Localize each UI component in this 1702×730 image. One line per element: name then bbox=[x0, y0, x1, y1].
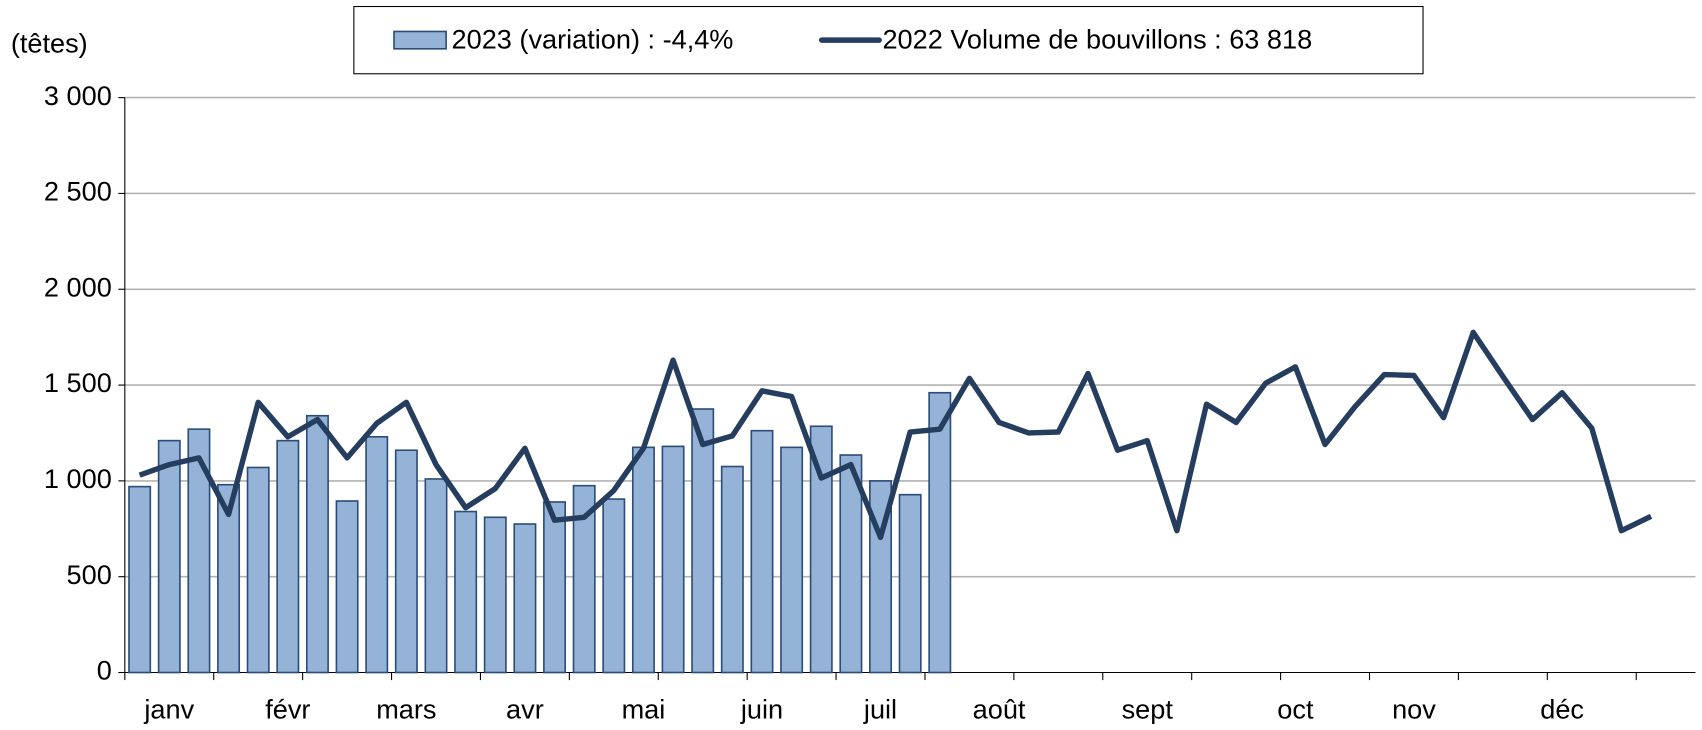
y-tick-label: 0 bbox=[97, 655, 112, 686]
legend-label: 2022 Volume de bouvillons : 63 818 bbox=[882, 23, 1312, 54]
bar bbox=[750, 429, 774, 674]
bar bbox=[898, 493, 922, 674]
bar bbox=[691, 408, 715, 674]
bar bbox=[543, 501, 567, 674]
bar bbox=[572, 484, 596, 674]
bar bbox=[720, 465, 744, 674]
x-tick-label: déc bbox=[1540, 694, 1584, 725]
x-tick-label: mars bbox=[376, 694, 436, 725]
bar bbox=[454, 510, 478, 674]
y-tick-label: 500 bbox=[67, 559, 112, 590]
bar bbox=[928, 391, 952, 674]
x-tick-label: mai bbox=[622, 694, 666, 725]
x-tick-label: avr bbox=[506, 694, 544, 725]
bar bbox=[246, 466, 270, 674]
x-tick-label: juil bbox=[863, 694, 897, 725]
y-tick-label: 2 000 bbox=[44, 271, 112, 302]
x-tick-label: juin bbox=[740, 694, 783, 725]
bar bbox=[513, 523, 537, 674]
bar bbox=[276, 439, 300, 674]
bar bbox=[839, 454, 863, 674]
legend-swatch bbox=[393, 30, 447, 50]
bar bbox=[365, 435, 389, 674]
bar bbox=[305, 414, 329, 674]
x-tick-label: nov bbox=[1392, 694, 1436, 725]
bar bbox=[661, 445, 685, 674]
y-tick-label: 1 000 bbox=[44, 463, 112, 494]
x-tick-label: août bbox=[973, 694, 1026, 725]
y-tick-label: 1 500 bbox=[44, 367, 112, 398]
bar bbox=[809, 425, 833, 674]
bar bbox=[128, 485, 152, 674]
bar bbox=[394, 449, 418, 674]
bar bbox=[187, 428, 211, 674]
x-tick-label: oct bbox=[1277, 694, 1314, 725]
legend-box bbox=[353, 5, 1424, 75]
legend-label: 2023 (variation) : -4,4% bbox=[452, 23, 734, 54]
y-tick-label: 2 500 bbox=[44, 176, 112, 207]
bar bbox=[483, 516, 507, 674]
x-tick-label: févr bbox=[265, 694, 310, 725]
line bbox=[138, 329, 1653, 541]
x-tick-label: sept bbox=[1122, 694, 1174, 725]
bar bbox=[631, 446, 655, 674]
x-tick-label: janv bbox=[143, 694, 194, 725]
y-axis-label: (têtes) bbox=[11, 28, 88, 59]
bar bbox=[780, 446, 804, 674]
bar bbox=[602, 498, 626, 674]
bar bbox=[424, 478, 448, 674]
bar bbox=[335, 500, 359, 674]
bar bbox=[157, 439, 181, 674]
y-tick-label: 3 000 bbox=[44, 80, 112, 111]
bar bbox=[217, 483, 241, 674]
